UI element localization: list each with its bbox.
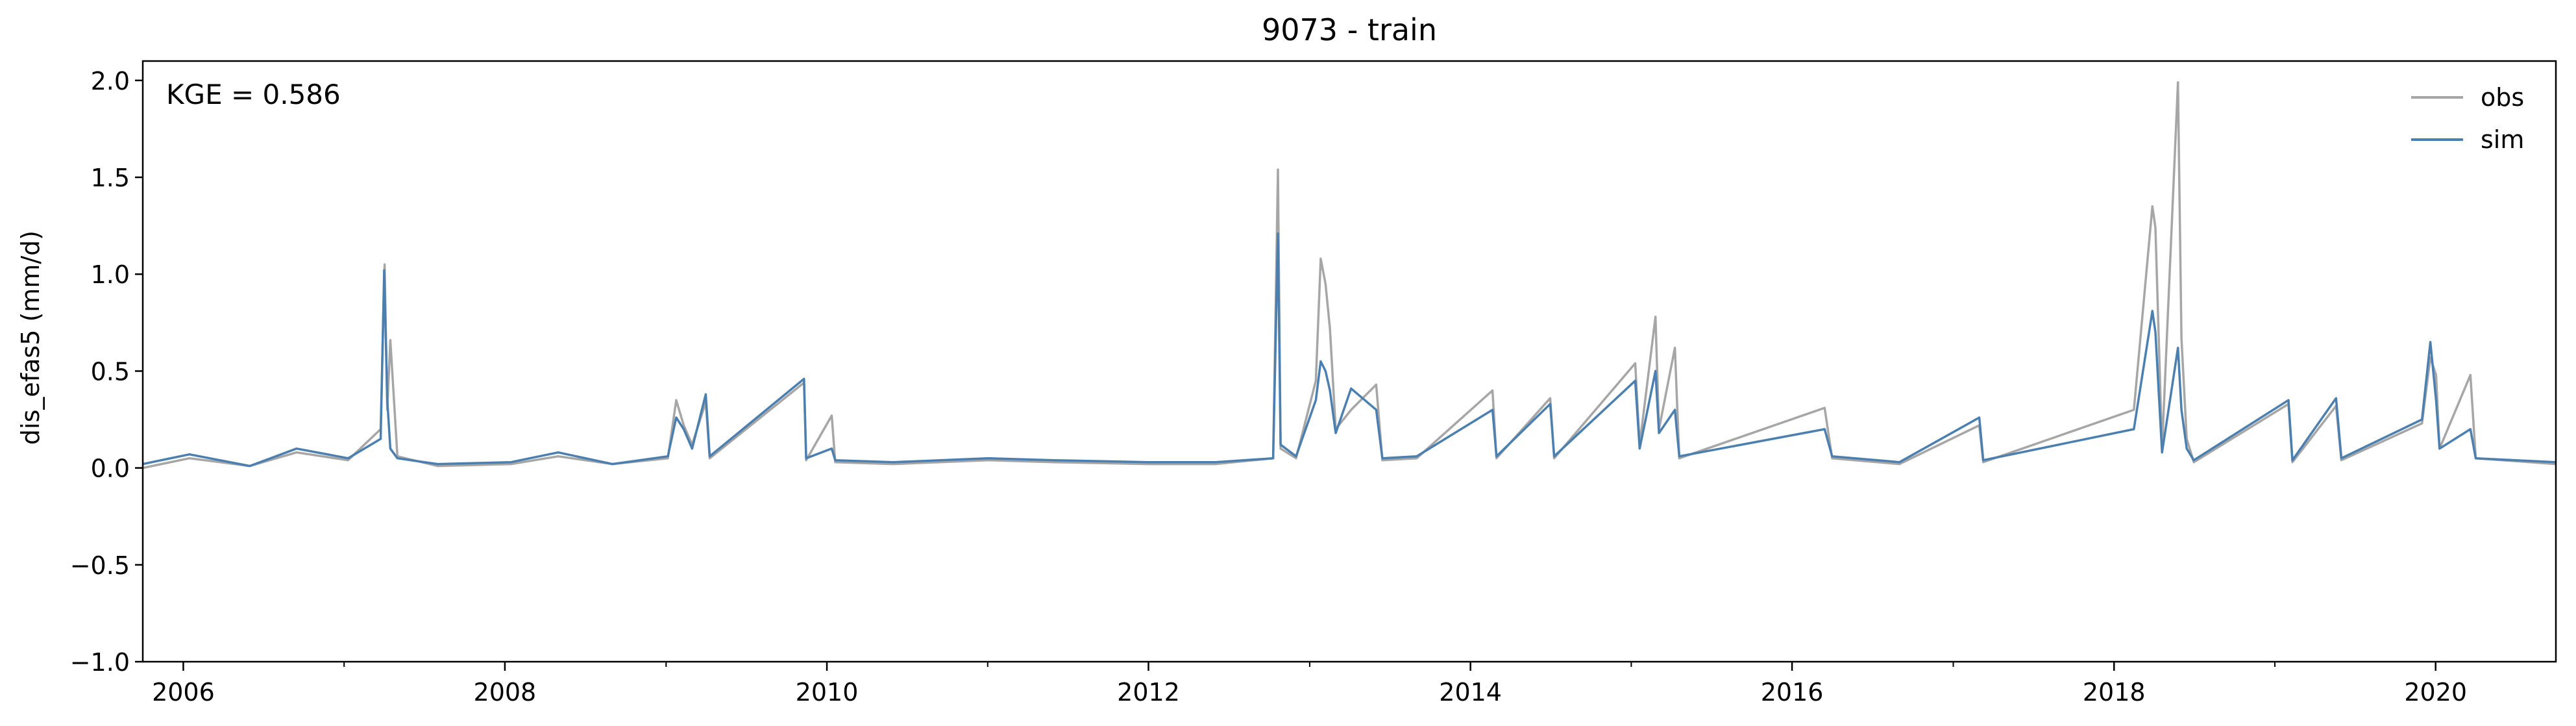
y-tick-label: 1.0 bbox=[91, 260, 130, 289]
x-tick-label: 2016 bbox=[1761, 678, 1824, 707]
y-axis-ticks: −1.0 −0.5 0.0 0.5 1.0 1.5 2.0 bbox=[70, 67, 143, 677]
plot-area bbox=[141, 60, 2557, 663]
kge-annotation: KGE = 0.586 bbox=[166, 79, 341, 110]
x-tick-label: 2012 bbox=[1117, 678, 1180, 707]
y-tick-label: 0.5 bbox=[91, 357, 130, 386]
chart-title: 9073 - train bbox=[1262, 12, 1437, 47]
x-tick-label: 2010 bbox=[796, 678, 859, 707]
x-tick-label: 2008 bbox=[474, 678, 537, 707]
legend-label-obs: obs bbox=[2481, 83, 2524, 112]
series-line-sim bbox=[143, 232, 2556, 468]
y-tick-label: 0.0 bbox=[91, 455, 130, 483]
x-tick-label: 2020 bbox=[2404, 678, 2467, 707]
x-tick-label: 2014 bbox=[1439, 678, 1502, 707]
x-tick-label: 2018 bbox=[2083, 678, 2146, 707]
y-tick-label: 2.0 bbox=[91, 67, 130, 95]
legend: obs sim bbox=[2411, 83, 2524, 154]
plot-frame bbox=[141, 60, 2557, 663]
x-tick-label: 2006 bbox=[152, 678, 215, 707]
x-axis-ticks: 2006 2008 2010 2012 2014 2016 2018 2020 bbox=[152, 662, 2467, 707]
y-tick-label: 1.5 bbox=[91, 164, 130, 192]
series-layer bbox=[143, 81, 2556, 469]
y-axis-label: dis_efas5 (mm/d) bbox=[16, 231, 45, 445]
y-tick-label: −0.5 bbox=[70, 551, 130, 580]
legend-label-sim: sim bbox=[2481, 125, 2524, 154]
series-line-obs bbox=[143, 81, 2556, 469]
y-tick-label: −1.0 bbox=[70, 648, 130, 677]
